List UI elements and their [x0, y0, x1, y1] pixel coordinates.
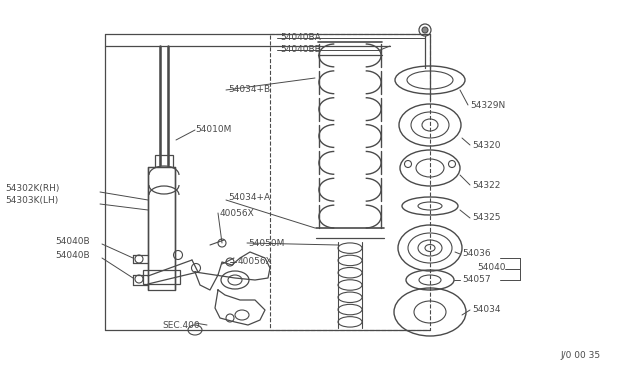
Bar: [160, 46, 168, 165]
Text: 54050M: 54050M: [248, 238, 284, 247]
Text: 54034+A: 54034+A: [228, 193, 270, 202]
Text: 54322: 54322: [472, 180, 500, 189]
Text: 54320: 54320: [472, 141, 500, 150]
Text: 54040BA: 54040BA: [280, 33, 321, 42]
Text: 40056X: 40056X: [238, 257, 273, 266]
Text: 54325: 54325: [472, 214, 500, 222]
Circle shape: [422, 27, 428, 33]
Text: 54302K(RH): 54302K(RH): [5, 183, 60, 192]
Text: 54329N: 54329N: [470, 100, 505, 109]
Text: 54010M: 54010M: [195, 125, 232, 135]
Bar: [155, 155, 173, 167]
Text: 54303K(LH): 54303K(LH): [5, 196, 58, 205]
Text: 54036: 54036: [462, 250, 491, 259]
Text: 54040: 54040: [477, 263, 506, 272]
Bar: [143, 270, 180, 284]
Text: J/0 00 35: J/0 00 35: [560, 350, 600, 359]
Text: 54034: 54034: [472, 305, 500, 314]
Text: 54040B: 54040B: [55, 251, 90, 260]
Text: 40056X: 40056X: [220, 208, 255, 218]
Text: SEC.400: SEC.400: [162, 321, 200, 330]
Text: 54034+B: 54034+B: [228, 86, 270, 94]
Text: 54057: 54057: [462, 276, 491, 285]
Text: 54040B: 54040B: [55, 237, 90, 246]
Text: 54040BB: 54040BB: [280, 45, 321, 55]
Bar: [270, 34, 430, 330]
Bar: [148, 167, 175, 290]
